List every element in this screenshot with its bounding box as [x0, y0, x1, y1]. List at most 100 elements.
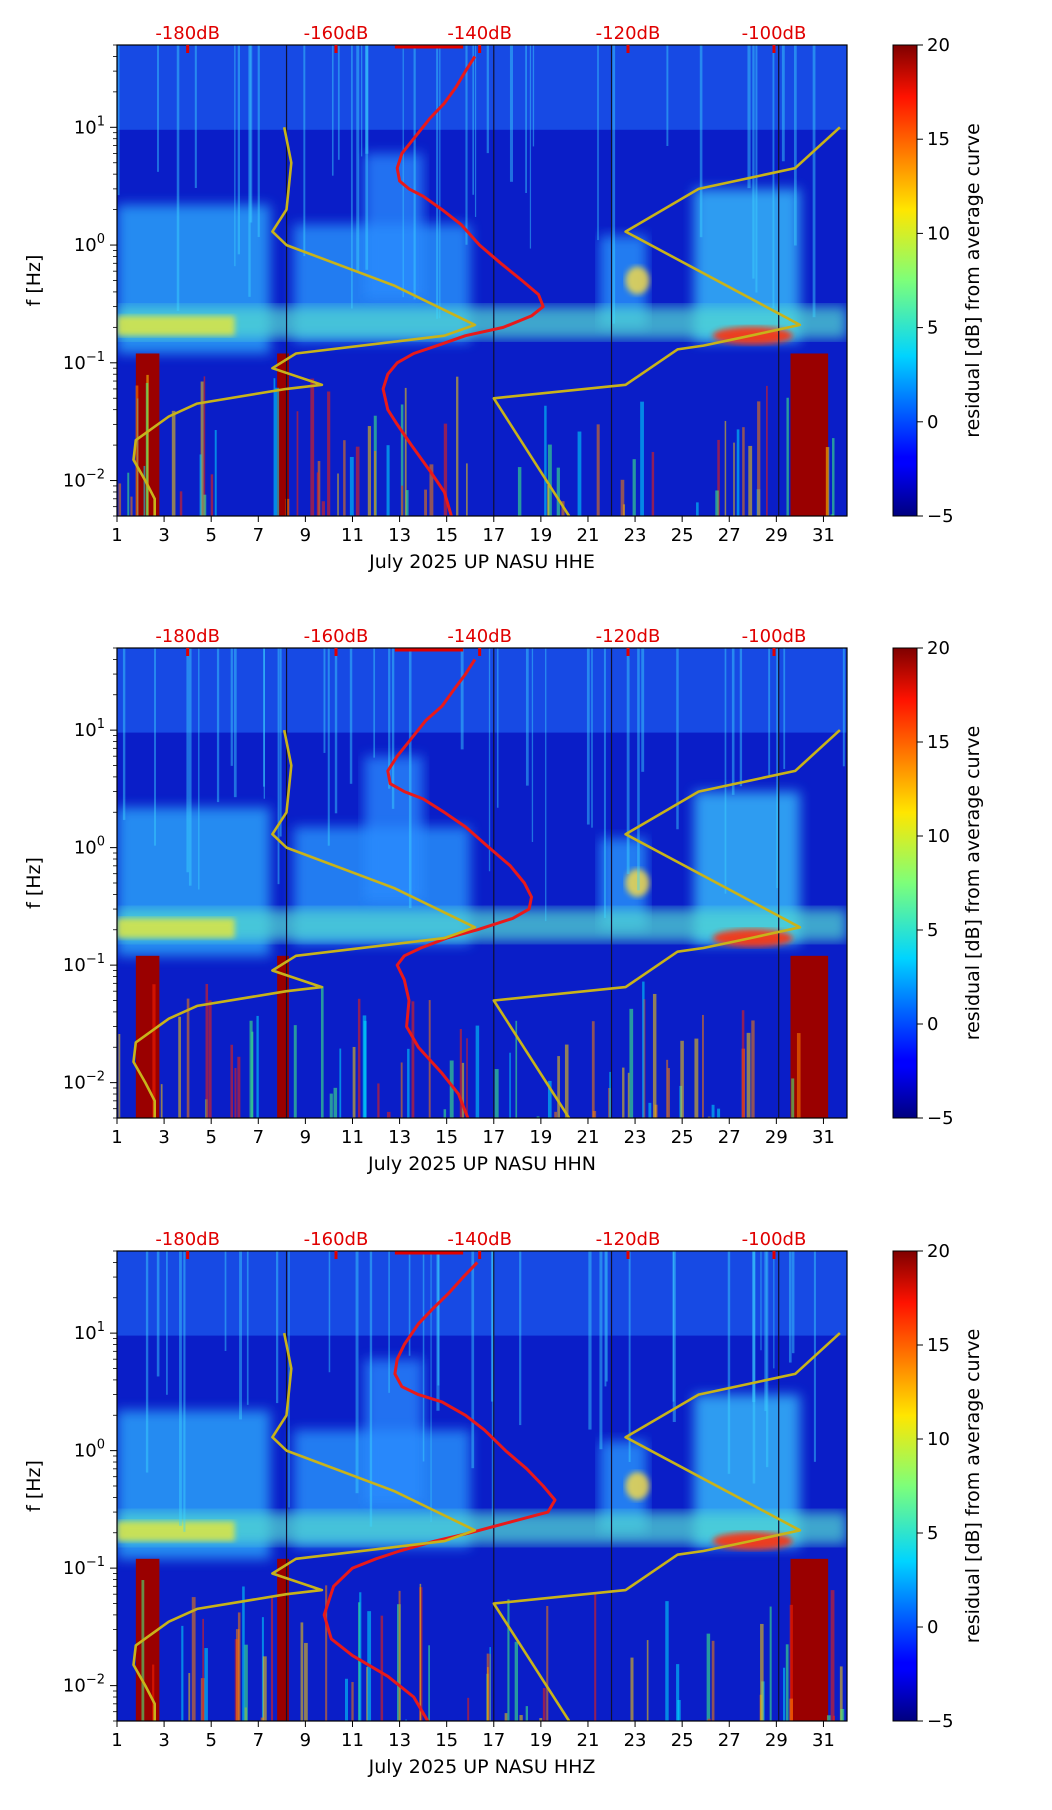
heatmap-streak — [529, 45, 532, 249]
db-scale-label: -100dB — [742, 626, 807, 647]
x-tick-label: 13 — [388, 1730, 411, 1751]
heatmap-streak — [179, 491, 183, 516]
heatmap-streak — [597, 45, 599, 241]
heatmap-streak — [544, 405, 547, 516]
heatmap-highfreq-band — [117, 45, 847, 130]
heatmap-streak — [696, 502, 699, 516]
heatmap-streak — [327, 391, 331, 516]
heatmap-streak — [466, 1038, 468, 1118]
heatmap-streak — [367, 426, 372, 516]
heatmap-streak — [842, 648, 845, 767]
heatmap-streak — [349, 648, 353, 784]
heatmap-streak — [711, 1640, 715, 1721]
db-scale-label: -160dB — [304, 23, 369, 44]
heatmap-streak — [408, 648, 412, 909]
heatmap-streak — [429, 464, 434, 516]
heatmap-streak — [491, 1251, 495, 1524]
heatmap-streak — [545, 648, 547, 922]
heatmap-streak — [791, 1251, 795, 1354]
heatmap-streak — [279, 648, 282, 837]
colorbar-tick-label: 5 — [927, 318, 938, 339]
heatmap-streak — [604, 1251, 607, 1387]
heatmap-streak — [474, 45, 477, 217]
heatmap-streak — [760, 1251, 762, 1351]
heatmap-streak — [467, 1697, 470, 1721]
heatmap-streak — [419, 1583, 422, 1721]
x-tick-label: 29 — [765, 1730, 788, 1751]
heatmap-streak — [118, 483, 122, 516]
y-tick-label: 10−1 — [63, 1555, 105, 1579]
heatmap-streak — [605, 1251, 608, 1382]
heatmap-streak — [676, 648, 679, 830]
x-tick-label: 21 — [577, 1730, 600, 1751]
heatmap-streak — [496, 648, 499, 808]
heatmap-streak — [430, 1251, 432, 1523]
heatmap-streak — [362, 1015, 367, 1118]
heatmap-streak — [181, 1625, 184, 1721]
heatmap-streak — [592, 1111, 597, 1118]
heatmap-streak — [515, 1020, 518, 1118]
x-tick-label: 1 — [111, 1730, 122, 1751]
heatmap-streak — [731, 648, 735, 795]
heatmap-streak — [632, 459, 636, 516]
x-tick-label: 21 — [577, 525, 600, 546]
heatmap-streak — [825, 447, 830, 516]
heatmap-streak — [329, 1093, 333, 1118]
heatmap — [117, 1251, 847, 1721]
db-scale-label: -120dB — [596, 23, 661, 44]
heatmap-streak — [701, 1014, 704, 1118]
noise-model-curve — [132, 1332, 477, 1721]
heatmap-streak — [349, 456, 354, 516]
x-tick-label: 25 — [671, 1730, 694, 1751]
heatmap-streak — [772, 45, 775, 309]
x-tick-label: 23 — [624, 1730, 647, 1751]
heatmap-lowfreq-block — [277, 353, 289, 516]
heatmap-streak — [717, 439, 720, 516]
heatmap-streak — [727, 1251, 731, 1474]
heatmap — [117, 648, 847, 1118]
heatmap-streak — [413, 45, 416, 300]
heatmap — [117, 45, 847, 516]
heatmap-streak — [640, 401, 644, 516]
heatmap-streak — [646, 1640, 649, 1721]
heatmap-streak — [320, 986, 324, 1118]
heatmap-streak — [316, 472, 319, 516]
heatmap-streak — [539, 1718, 543, 1721]
x-tick-label: 27 — [718, 1730, 741, 1751]
heatmap-streak — [386, 445, 390, 516]
heatmap-streak — [733, 442, 735, 516]
heatmap-hot-band — [117, 918, 235, 939]
heatmap-streak — [564, 1044, 569, 1118]
heatmap-streak — [612, 45, 616, 324]
heatmap-lowfreq-block — [277, 1558, 289, 1721]
heatmap-streak — [793, 45, 797, 246]
colorbar-tick-label: −5 — [927, 1711, 954, 1732]
heatmap-streak — [373, 648, 376, 758]
heatmap-streak — [325, 1585, 328, 1721]
heatmap-streak — [449, 1060, 454, 1118]
heatmap-streak — [504, 1713, 508, 1721]
heatmap-streak — [262, 1656, 267, 1721]
heatmap-streak — [519, 1715, 523, 1721]
heatmap-streak — [234, 45, 236, 267]
heatmap-streak — [257, 45, 260, 238]
heatmap-streak — [832, 438, 835, 516]
heatmap-streak — [742, 427, 745, 516]
y-tick-label: 10−2 — [63, 1673, 105, 1697]
heatmap-streak — [491, 1251, 494, 1402]
heatmap-streak — [724, 648, 727, 894]
heatmap-streak — [358, 1602, 361, 1721]
heatmap-streak — [157, 45, 159, 172]
db-scale-label: -100dB — [742, 1229, 807, 1250]
db-scale-label: -140dB — [447, 23, 512, 44]
x-tick-label: 9 — [300, 1730, 311, 1751]
heatmap-streak — [178, 1016, 181, 1118]
x-tick-label: 27 — [718, 525, 741, 546]
heatmap-streak — [380, 1615, 384, 1721]
y-tick-label: 100 — [74, 1438, 105, 1462]
heatmap-streak — [436, 45, 439, 319]
heatmap-streak — [130, 496, 133, 516]
heatmap-streak — [352, 1046, 356, 1118]
